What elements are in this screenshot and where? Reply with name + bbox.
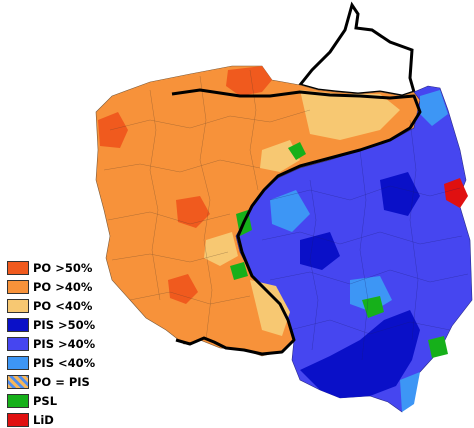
legend-swatch	[7, 261, 29, 275]
legend-swatch	[7, 337, 29, 351]
legend-label: PIS >50%	[33, 318, 96, 332]
po-strong-wroclaw	[168, 274, 198, 304]
po-weak-1	[300, 90, 400, 140]
legend-swatch	[7, 394, 29, 408]
pis-weak-2	[270, 190, 310, 232]
legend-item: PIS >40%	[7, 336, 95, 352]
po-weak-4	[250, 280, 290, 336]
po-weak-3	[204, 232, 238, 266]
kaliningrad-region	[297, 1, 416, 98]
district-lines-east	[261, 119, 469, 361]
legend-item: PO = PIS	[7, 374, 95, 390]
legend-swatch	[7, 413, 29, 427]
legend-label: PO <40%	[33, 299, 93, 313]
map-legend: PO >50% PO >40% PO <40% PIS >50% PIS >40% PIS…	[7, 260, 95, 428]
legend-item: LiD	[7, 412, 95, 428]
lid-patch	[444, 178, 468, 208]
legend-item: PIS >50%	[7, 317, 95, 333]
po-strong-west	[98, 112, 128, 148]
legend-swatch	[7, 299, 29, 313]
legend-label: PIS <40%	[33, 356, 96, 370]
psl-patch-3	[230, 262, 248, 280]
legend-item: PO >50%	[7, 260, 95, 276]
legend-label: PO >50%	[33, 261, 93, 275]
legend-swatch	[7, 375, 29, 389]
psl-patch-4	[362, 296, 384, 318]
legend-item: PIS <40%	[7, 355, 95, 371]
legend-swatch	[7, 280, 29, 294]
legend-label: LiD	[33, 413, 54, 427]
legend-item: PO <40%	[7, 298, 95, 314]
legend-label: PIS >40%	[33, 337, 96, 351]
legend-swatch	[7, 318, 29, 332]
legend-swatch	[7, 356, 29, 370]
pis-strong-southeast	[300, 310, 420, 398]
psl-patch-5	[428, 336, 448, 358]
district-lines	[103, 69, 311, 341]
pis-strong-east	[380, 172, 420, 216]
po-strong-coast	[226, 66, 272, 96]
legend-label: PSL	[33, 394, 58, 408]
pis-weak-4	[400, 372, 420, 412]
pis-weak-1	[420, 90, 448, 126]
po-strong-poznan	[176, 196, 210, 228]
legend-label: PO >40%	[33, 280, 93, 294]
legend-item: PSL	[7, 393, 95, 409]
legend-item: PO >40%	[7, 279, 95, 295]
psl-patch-1	[288, 142, 306, 160]
legend-label: PO = PIS	[33, 375, 90, 389]
partition-border	[171, 88, 422, 356]
